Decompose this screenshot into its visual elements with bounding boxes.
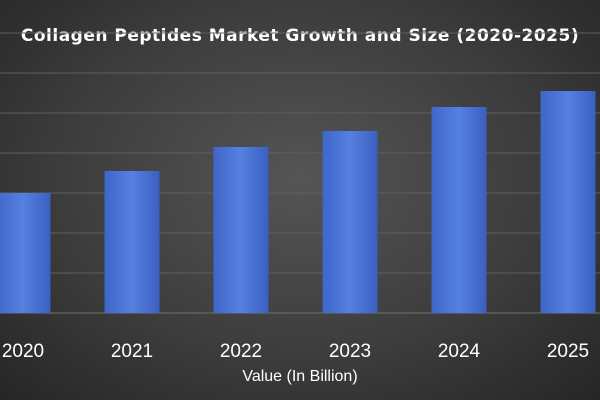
x-axis-title: Value (In Billion) [242, 368, 358, 385]
x-tick-label-2024: 2024 [438, 341, 481, 362]
gridlines [0, 32, 600, 314]
chart-title: Collagen Peptides Market Growth and Size… [20, 26, 580, 46]
bar-2023 [322, 131, 378, 313]
x-tick-label-2021: 2021 [111, 341, 153, 362]
bar-2020 [0, 193, 51, 313]
x-tick-labels: 2020 2021 2022 2023 2024 2025 [2, 341, 589, 362]
bar-2024 [431, 107, 487, 313]
bars [0, 91, 596, 313]
x-tick-label-2023: 2023 [329, 341, 371, 362]
bar-2025 [540, 91, 596, 313]
x-tick-label-2020: 2020 [2, 341, 44, 362]
bar-2022 [213, 147, 269, 313]
x-tick-label-2022: 2022 [220, 341, 262, 362]
bar-2021 [104, 171, 160, 313]
x-tick-label-2025: 2025 [547, 341, 589, 362]
